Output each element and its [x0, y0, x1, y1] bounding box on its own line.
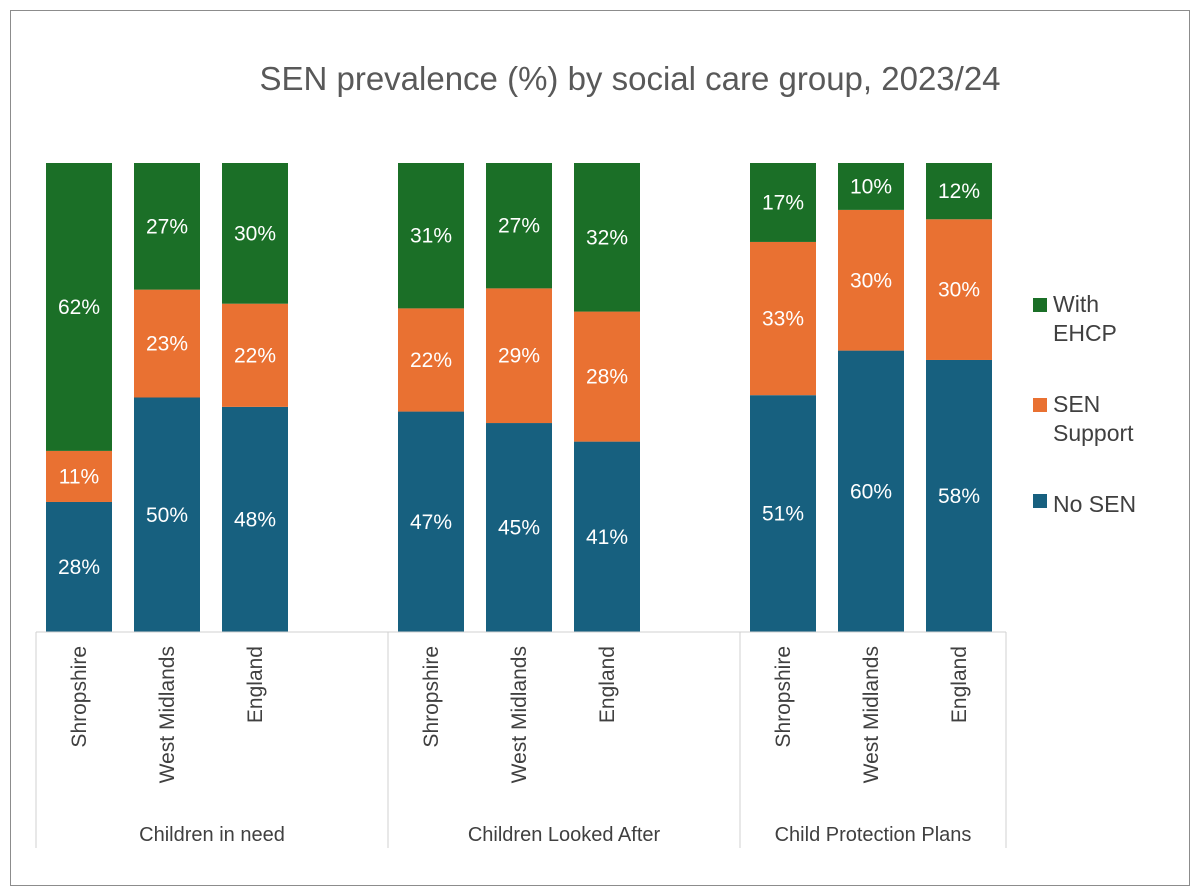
data-label: 28% — [586, 366, 628, 389]
category-tick-label: West Midlands — [860, 646, 883, 783]
data-label: 28% — [58, 556, 100, 579]
bar-segment-no-sen — [486, 423, 552, 632]
bar-segment-with-ehcp — [838, 163, 904, 210]
category-tick-label: Shropshire — [420, 646, 443, 748]
data-label: 50% — [146, 504, 188, 527]
bar-segment-with-ehcp — [222, 163, 288, 304]
data-label: 23% — [146, 333, 188, 356]
category-tick-label: West Midlands — [156, 646, 179, 783]
bar-segment-sen-support — [750, 241, 816, 396]
bar-segment-sen-support — [398, 308, 464, 412]
data-label: 22% — [410, 349, 452, 372]
legend-label: SEN — [1053, 391, 1100, 417]
bar-segment-no-sen — [46, 501, 112, 632]
data-label: 22% — [234, 344, 276, 367]
legend-swatch — [1033, 398, 1047, 412]
bar-segment-with-ehcp — [398, 163, 464, 309]
legend-swatch — [1033, 298, 1047, 312]
category-tick-label: Shropshire — [772, 646, 795, 748]
legend-label: EHCP — [1053, 320, 1117, 346]
category-tick-label: England — [596, 646, 619, 723]
data-label: 30% — [850, 269, 892, 292]
legend-label: No SEN — [1053, 491, 1136, 517]
chart-title: SEN prevalence (%) by social care group,… — [259, 60, 1001, 97]
bar-segment-sen-support — [134, 289, 200, 398]
bar-segment-with-ehcp — [750, 163, 816, 242]
legend-swatch — [1033, 494, 1047, 508]
data-label: 41% — [586, 526, 628, 549]
bar-segment-no-sen — [750, 395, 816, 632]
bar-segment-no-sen — [398, 411, 464, 632]
category-tick-label: Shropshire — [68, 646, 91, 748]
bar-segment-with-ehcp — [574, 163, 640, 312]
data-label: 31% — [410, 225, 452, 248]
category-tick-label: England — [948, 646, 971, 723]
data-label: 12% — [938, 180, 980, 203]
data-label: 27% — [146, 215, 188, 238]
legend-label: With — [1053, 291, 1099, 317]
legend-label: Support — [1053, 420, 1134, 446]
bar-segment-sen-support — [486, 288, 552, 424]
group-label: Child Protection Plans — [775, 824, 972, 846]
data-label: 10% — [850, 175, 892, 198]
data-label: 30% — [234, 222, 276, 245]
data-label: 17% — [762, 191, 804, 214]
data-label: 33% — [762, 308, 804, 331]
data-label: 29% — [498, 345, 540, 368]
group-label: Children in need — [139, 824, 285, 846]
data-label: 47% — [410, 511, 452, 534]
data-label: 32% — [586, 226, 628, 249]
bar-segment-with-ehcp — [486, 163, 552, 289]
data-label: 27% — [498, 215, 540, 238]
bar-segment-no-sen — [926, 359, 992, 632]
data-label: 11% — [59, 465, 99, 488]
bar-segment-with-ehcp — [134, 163, 200, 290]
data-label: 48% — [234, 508, 276, 531]
data-label: 62% — [58, 296, 100, 319]
bar-segment-no-sen — [574, 441, 640, 632]
bar-segment-with-ehcp — [926, 163, 992, 220]
bar-segment-sen-support — [574, 311, 640, 442]
data-label: 30% — [938, 279, 980, 302]
category-tick-label: England — [244, 646, 267, 723]
data-label: 58% — [938, 485, 980, 508]
bar-segment-no-sen — [134, 397, 200, 632]
bar-segment-sen-support — [46, 450, 112, 502]
data-label: 51% — [762, 503, 804, 526]
bar-segment-no-sen — [222, 406, 288, 632]
bar-segment-sen-support — [838, 209, 904, 351]
bar-segment-with-ehcp — [46, 163, 112, 451]
category-tick-label: West Midlands — [508, 646, 531, 783]
bar-segment-sen-support — [222, 303, 288, 407]
data-label: 45% — [498, 517, 540, 540]
data-label: 60% — [850, 480, 892, 503]
bar-segment-no-sen — [838, 350, 904, 632]
group-label: Children Looked After — [468, 824, 661, 846]
bar-segment-sen-support — [926, 219, 992, 360]
